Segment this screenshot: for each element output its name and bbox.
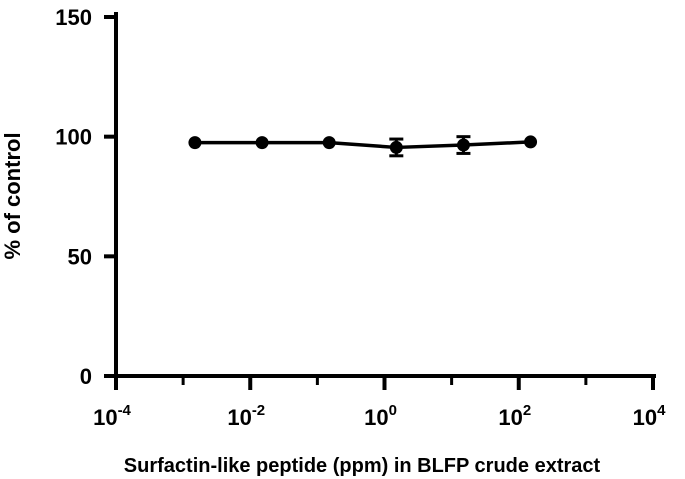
series-line [194,140,531,150]
x-tick-label: 10-4 [93,402,131,430]
y-tick-label: 100 [55,125,92,150]
y-tick-label: 50 [68,244,92,269]
x-tick-label: 104 [633,402,666,430]
y-tick-label: 0 [80,364,92,389]
y-tick-label: 150 [55,5,92,30]
x-ticks: 10-4 10-2 100 102 104 [93,376,666,430]
x-axis-label: Surfactin-like peptide (ppm) in BLFP cru… [124,455,601,477]
data-point [389,140,403,154]
axes [114,12,656,378]
data-point [524,135,538,149]
data-point [456,138,470,152]
series [188,135,538,158]
y-ticks: 0 50 100 150 [55,5,116,389]
data-point [188,136,202,150]
x-tick-label: 102 [498,402,531,430]
x-tick-label: 10-2 [227,402,265,430]
data-point [322,136,336,150]
data-point [255,136,269,150]
y-axis-label: % of control [0,132,25,259]
x-tick-label: 100 [364,402,397,430]
